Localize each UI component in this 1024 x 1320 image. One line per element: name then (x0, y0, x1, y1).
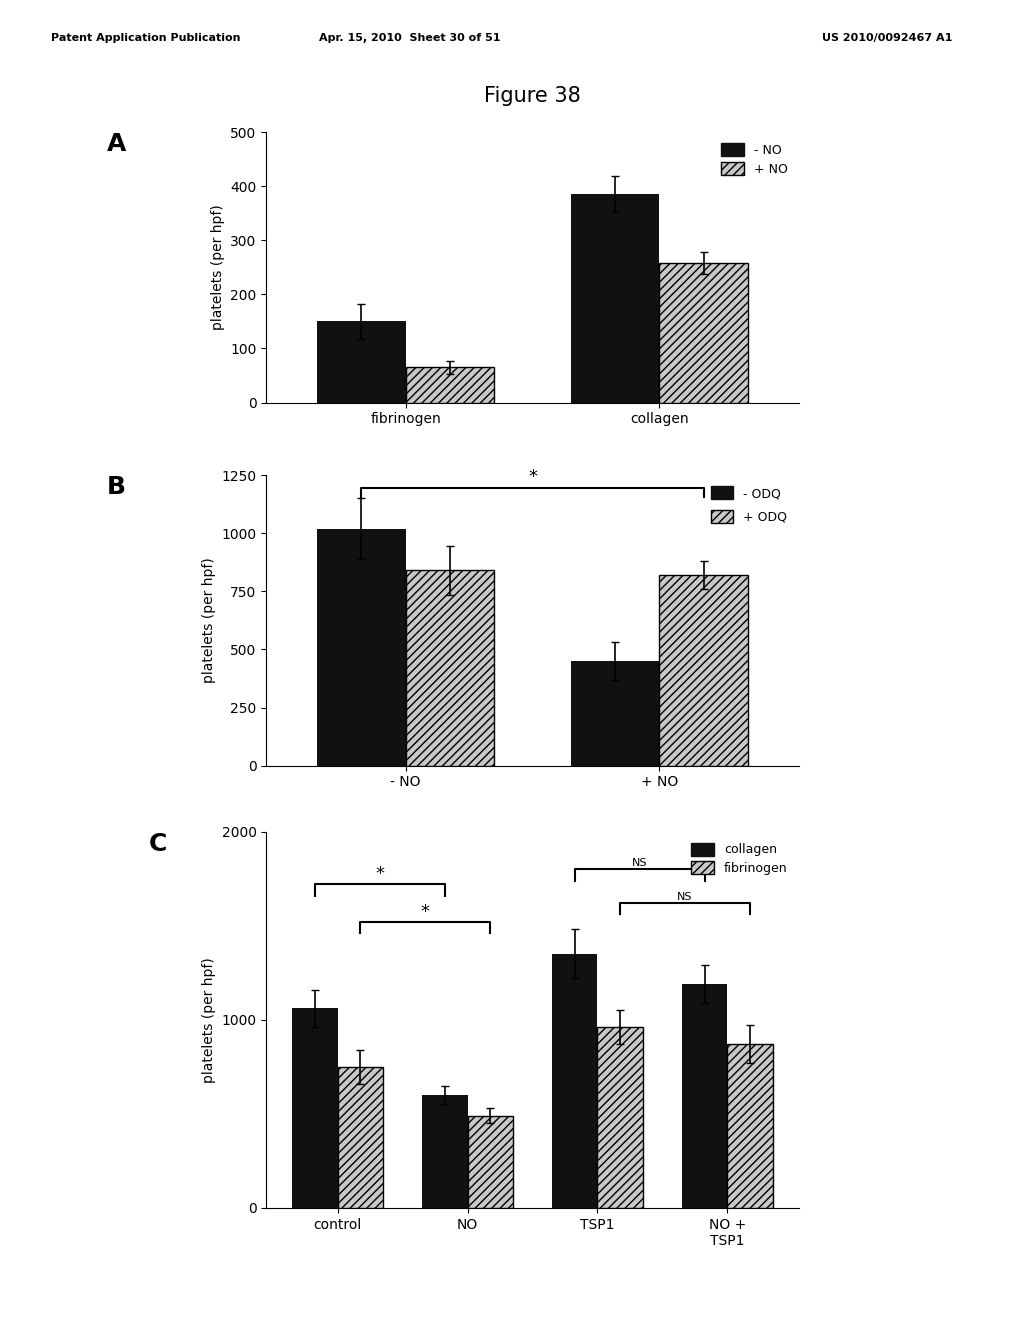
Legend: - ODQ, + ODQ: - ODQ, + ODQ (706, 482, 793, 529)
Text: Apr. 15, 2010  Sheet 30 of 51: Apr. 15, 2010 Sheet 30 of 51 (318, 33, 501, 44)
Text: *: * (421, 903, 430, 921)
Text: *: * (528, 469, 537, 486)
Text: B: B (106, 475, 126, 499)
Text: A: A (106, 132, 126, 156)
Bar (422, 1096, 468, 1208)
Bar (317, 528, 406, 766)
Y-axis label: platelets (per hpf): platelets (per hpf) (202, 557, 216, 684)
Y-axis label: platelets (per hpf): platelets (per hpf) (211, 205, 224, 330)
Legend: collagen, fibrinogen: collagen, fibrinogen (686, 838, 793, 880)
Bar (659, 263, 748, 403)
Bar (406, 367, 495, 403)
Legend: - NO, + NO: - NO, + NO (716, 139, 793, 181)
Bar (338, 1067, 383, 1208)
Bar (552, 954, 597, 1208)
Bar (406, 570, 495, 766)
Bar (659, 576, 748, 766)
Bar (317, 322, 406, 403)
Bar (597, 1027, 643, 1208)
Text: Patent Application Publication: Patent Application Publication (51, 33, 241, 44)
Y-axis label: platelets (per hpf): platelets (per hpf) (202, 957, 216, 1082)
Bar (468, 1115, 513, 1208)
Bar (570, 661, 659, 766)
Bar (292, 1008, 338, 1208)
Text: *: * (376, 866, 384, 883)
Text: US 2010/0092467 A1: US 2010/0092467 A1 (822, 33, 952, 44)
Bar (570, 194, 659, 403)
Bar (682, 983, 727, 1208)
Text: Figure 38: Figure 38 (484, 86, 581, 106)
Text: C: C (150, 832, 168, 855)
Text: NS: NS (677, 892, 693, 902)
Bar (727, 1044, 773, 1208)
Text: NS: NS (632, 858, 647, 869)
